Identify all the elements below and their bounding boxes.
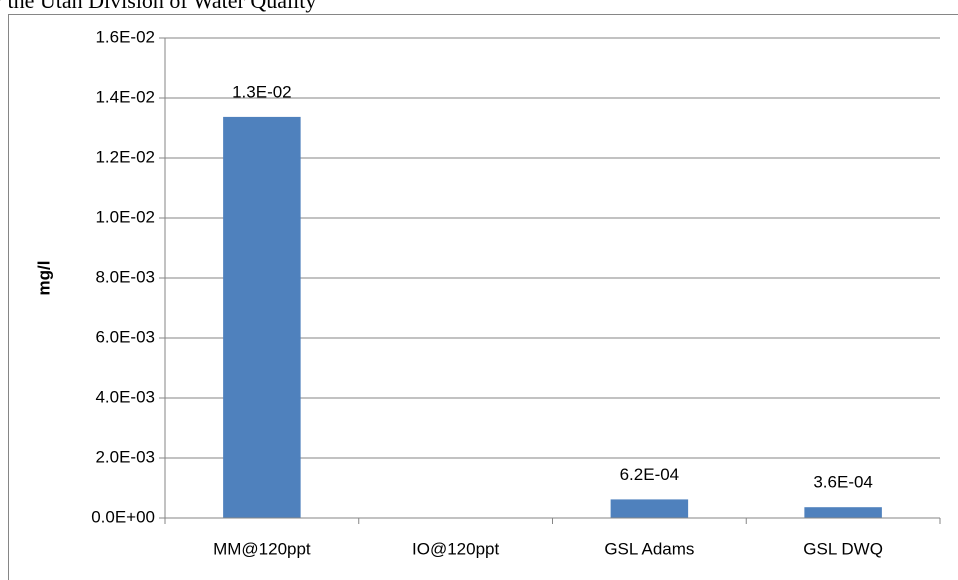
y-tick-label: 8.0E-03 — [95, 267, 155, 286]
y-tick-label: 1.4E-02 — [95, 87, 155, 106]
x-tick-label: MM@120ppt — [213, 539, 311, 558]
y-tick-label: 4.0E-03 — [95, 387, 155, 406]
bar — [610, 499, 689, 518]
data-label: 3.6E-04 — [813, 473, 873, 492]
data-label: 6.2E-04 — [620, 465, 680, 484]
y-tick-label: 0.0E+00 — [91, 507, 155, 526]
y-tick-label: 6.0E-03 — [95, 327, 155, 346]
y-tick-label: 1.6E-02 — [95, 27, 155, 46]
y-tick-label: 1.2E-02 — [95, 147, 155, 166]
data-label: 1.3E-02 — [232, 82, 292, 101]
y-axis-label: mg/l — [34, 261, 53, 296]
x-tick-label: GSL DWQ — [803, 539, 883, 558]
y-tick-label: 2.0E-03 — [95, 447, 155, 466]
chart-title: y the Utah Division of Water Quality — [0, 0, 316, 13]
y-tick-label: 1.0E-02 — [95, 207, 155, 226]
x-tick-label: GSL Adams — [604, 539, 694, 558]
bar — [804, 507, 882, 518]
x-tick-label: IO@120ppt — [412, 539, 499, 558]
bar — [223, 116, 301, 519]
chart-frame — [8, 14, 958, 580]
